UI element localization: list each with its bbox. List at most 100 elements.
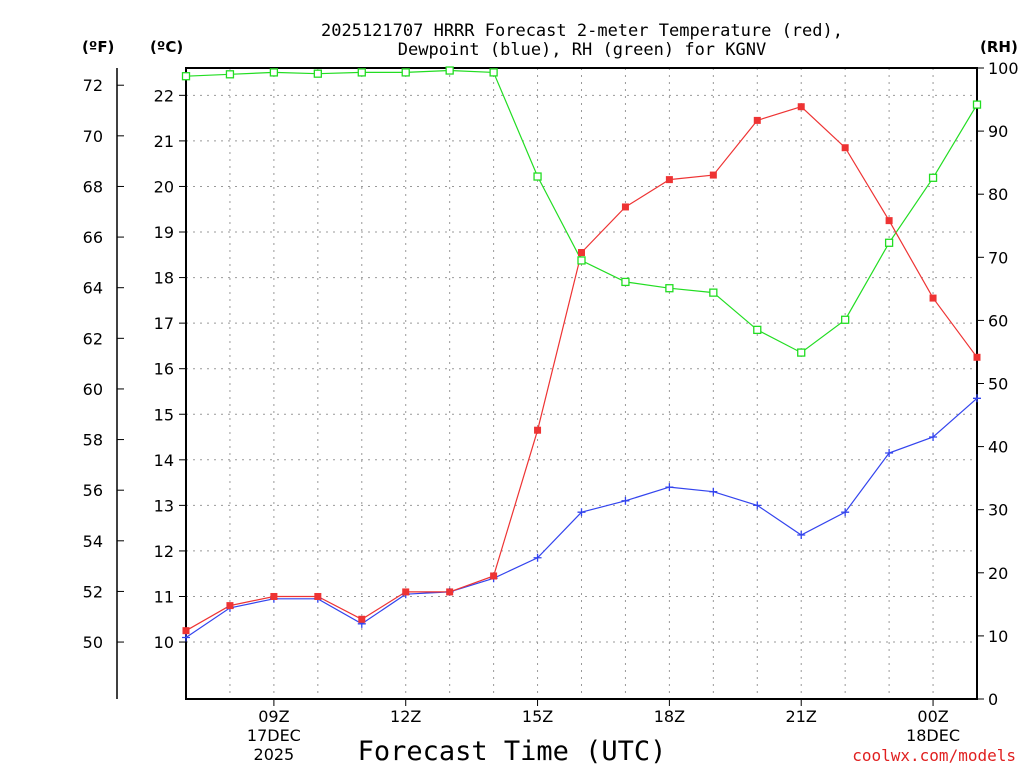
celsius-tick-label: 12 — [154, 542, 174, 561]
temperature-point — [929, 294, 937, 302]
rh-point — [269, 68, 279, 77]
rh-point — [797, 348, 806, 357]
celsius-tick-label: 10 — [154, 633, 174, 652]
dewpoint-point — [533, 553, 542, 562]
temperature-point — [226, 602, 234, 610]
rh-tick-label: 90 — [988, 122, 1008, 141]
fahrenheit-tick-label: 70 — [83, 127, 103, 146]
temperature-point — [578, 249, 585, 257]
celsius-unit-label: (ºC) — [150, 38, 183, 56]
rh-point — [489, 68, 498, 77]
fahrenheit-tick-label: 66 — [83, 228, 103, 247]
rh-tick-label: 80 — [988, 185, 1008, 204]
fahrenheit-tick-label: 60 — [83, 380, 103, 399]
fahrenheit-tick-label: 72 — [83, 76, 103, 95]
grid-lines — [186, 68, 977, 699]
celsius-tick-label: 22 — [154, 86, 174, 105]
x-date-label: 2025 — [254, 745, 295, 764]
rh-point — [401, 68, 410, 77]
rh-tick-label: 100 — [988, 59, 1019, 78]
rh-point — [357, 68, 366, 77]
rh-point — [577, 256, 586, 265]
temperature-point — [358, 615, 366, 623]
dewpoint-point — [797, 530, 806, 539]
rh-point — [709, 288, 718, 297]
x-tick-label: 09Z — [258, 707, 289, 726]
temperature-point — [841, 144, 849, 152]
temperature-point — [709, 171, 717, 179]
fahrenheit-tick-label: 54 — [83, 532, 103, 551]
celsius-tick-label: 18 — [154, 269, 174, 288]
dewpoint-point — [929, 433, 938, 442]
dewpoint-point — [973, 394, 981, 403]
celsius-tick-label: 20 — [154, 177, 174, 196]
fahrenheit-tick-label: 50 — [83, 633, 103, 652]
x-tick-label: 18Z — [654, 707, 685, 726]
chart-title-line-1: 2025121707 HRRR Forecast 2-meter Tempera… — [321, 21, 843, 41]
celsius-tick-label: 13 — [154, 496, 174, 515]
rh-point — [665, 284, 674, 293]
celsius-tick-label: 19 — [154, 223, 174, 242]
dewpoint-point — [885, 448, 894, 457]
rh-point — [928, 173, 938, 182]
temperature-point — [973, 353, 981, 361]
rh-tick-label: 50 — [988, 375, 1008, 394]
temperature-point — [270, 592, 278, 600]
fahrenheit-tick-label: 58 — [83, 431, 103, 450]
credit-text: coolwx.com/models — [852, 746, 1016, 765]
x-tick-label: 12Z — [390, 707, 421, 726]
rh-point — [972, 100, 982, 109]
rh-point — [841, 315, 850, 324]
temperature-point — [885, 217, 893, 225]
temperature-point — [402, 588, 410, 596]
celsius-tick-label: 14 — [154, 451, 174, 470]
temperature-point — [314, 592, 322, 600]
x-tick-label: 00Z — [917, 707, 948, 726]
temperature-point — [490, 572, 498, 580]
fahrenheit-tick-label: 62 — [83, 329, 103, 348]
celsius-tick-label: 15 — [154, 405, 174, 424]
rh-point — [313, 69, 322, 78]
tick-labels: 50 52 54 56 58 60 62 64 66 68 70 72 10 11 12 13 14 15 16 17… — [83, 59, 1019, 764]
rh-tick-label: 20 — [988, 564, 1008, 583]
rh-point — [621, 277, 630, 287]
dewpoint-point — [841, 508, 850, 517]
fahrenheit-tick-label: 64 — [83, 279, 103, 298]
rh-tick-label: 0 — [988, 690, 998, 709]
dewpoint-point — [753, 501, 762, 510]
rh-point — [225, 70, 235, 79]
dewpoint-point — [577, 508, 586, 517]
fahrenheit-tick-label: 68 — [83, 177, 103, 196]
temperature-point — [446, 588, 454, 596]
rh-point — [884, 238, 894, 247]
temperature-point — [534, 426, 542, 434]
x-date-label: 18DEC — [906, 726, 960, 745]
rh-line — [185, 69, 978, 354]
rh-tick-label: 10 — [988, 627, 1008, 646]
dewpoint-point — [621, 496, 630, 505]
rh-point — [533, 172, 542, 181]
temperature-point — [797, 103, 805, 111]
x-tick-label: 21Z — [786, 707, 817, 726]
temperature-point — [665, 176, 673, 184]
rh-tick-label: 70 — [988, 248, 1008, 267]
x-date-label: 17DEC — [247, 726, 301, 745]
chart-title-line-2: Dewpoint (blue), RH (green) for KGNV — [398, 40, 766, 60]
rh-point — [181, 72, 191, 81]
fahrenheit-tick-label: 52 — [83, 582, 103, 601]
dewpoint-point — [182, 633, 190, 642]
celsius-tick-label: 16 — [154, 360, 174, 379]
rh-unit-label: (RH) — [980, 38, 1018, 56]
fahrenheit-tick-label: 56 — [83, 481, 103, 500]
axes — [116, 67, 984, 706]
celsius-tick-label: 21 — [154, 132, 174, 151]
dewpoint-point — [709, 487, 718, 496]
temperature-point — [182, 627, 190, 635]
fahrenheit-unit-label: (ºF) — [82, 38, 114, 56]
rh-tick-label: 30 — [988, 501, 1008, 520]
x-tick-label: 15Z — [522, 707, 553, 726]
x-axis-title: Forecast Time (UTC) — [358, 736, 667, 767]
rh-tick-label: 60 — [988, 311, 1008, 330]
dewpoint-point — [665, 483, 674, 492]
